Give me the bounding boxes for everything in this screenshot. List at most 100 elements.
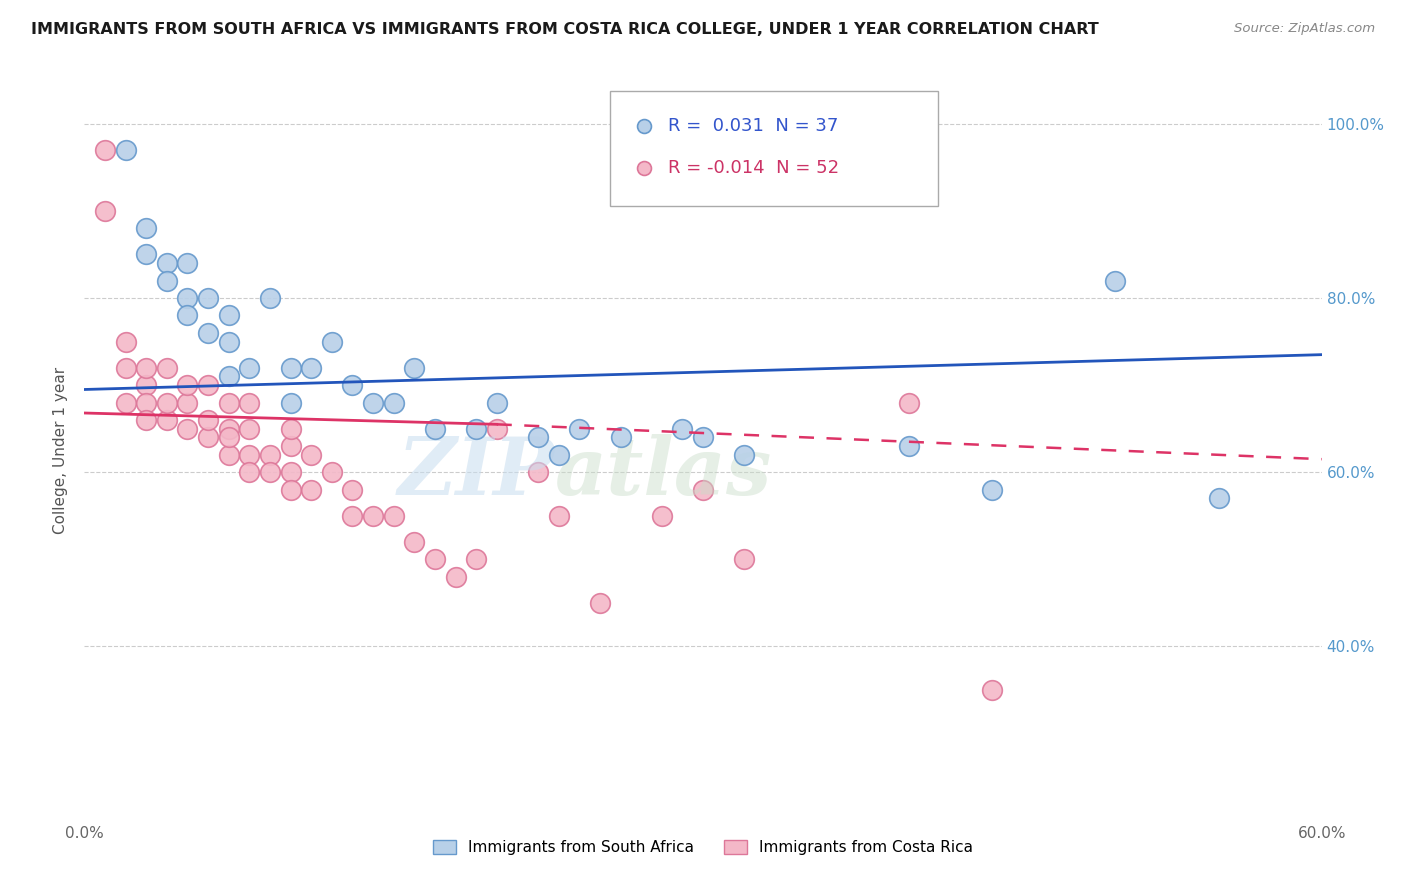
Point — [114, 360, 136, 375]
Point — [280, 465, 302, 479]
Point — [135, 378, 157, 392]
Point — [692, 483, 714, 497]
Point — [444, 570, 467, 584]
Text: atlas: atlas — [554, 434, 772, 511]
Point — [1005, 219, 1028, 234]
Point — [321, 465, 343, 479]
Point — [156, 395, 179, 409]
Point — [197, 430, 219, 444]
Text: R =  0.031  N = 37: R = 0.031 N = 37 — [668, 117, 839, 136]
Point — [259, 465, 281, 479]
Point — [176, 395, 198, 409]
Point — [94, 143, 117, 157]
Point — [547, 508, 569, 523]
FancyBboxPatch shape — [610, 91, 938, 206]
Point — [238, 360, 260, 375]
Text: ZIP: ZIP — [398, 434, 554, 511]
Point — [135, 247, 157, 261]
Point — [218, 395, 240, 409]
Text: IMMIGRANTS FROM SOUTH AFRICA VS IMMIGRANTS FROM COSTA RICA COLLEGE, UNDER 1 YEAR: IMMIGRANTS FROM SOUTH AFRICA VS IMMIGRAN… — [31, 22, 1098, 37]
Point — [114, 395, 136, 409]
Point — [485, 395, 508, 409]
Point — [218, 309, 240, 323]
Point — [176, 378, 198, 392]
Point — [527, 430, 550, 444]
Point — [238, 395, 260, 409]
Point — [404, 535, 426, 549]
Point — [898, 439, 921, 453]
Point — [176, 422, 198, 436]
Point — [1104, 274, 1126, 288]
Point — [94, 203, 117, 218]
Point — [218, 430, 240, 444]
Point — [404, 360, 426, 375]
Point — [135, 360, 157, 375]
Point — [733, 448, 755, 462]
Point — [280, 422, 302, 436]
Point — [197, 413, 219, 427]
Point — [465, 422, 488, 436]
Point — [197, 326, 219, 340]
Point — [197, 291, 219, 305]
Point — [361, 395, 384, 409]
Point — [342, 508, 364, 523]
Point — [280, 483, 302, 497]
Point — [156, 413, 179, 427]
Point — [218, 334, 240, 349]
Point — [238, 465, 260, 479]
Point — [485, 422, 508, 436]
Point — [280, 360, 302, 375]
Point — [651, 508, 673, 523]
Point — [898, 395, 921, 409]
Point — [259, 291, 281, 305]
Point — [135, 395, 157, 409]
Point — [527, 465, 550, 479]
Point — [218, 369, 240, 384]
Point — [692, 430, 714, 444]
Point — [176, 256, 198, 270]
Point — [114, 143, 136, 157]
Point — [382, 395, 405, 409]
Point — [980, 483, 1002, 497]
Point — [197, 378, 219, 392]
Point — [423, 422, 446, 436]
Point — [238, 448, 260, 462]
Point — [321, 334, 343, 349]
Point — [114, 334, 136, 349]
Point — [609, 430, 631, 444]
Point — [218, 422, 240, 436]
Point — [299, 448, 322, 462]
Point — [1005, 170, 1028, 185]
Point — [238, 422, 260, 436]
Point — [342, 483, 364, 497]
Point — [135, 221, 157, 235]
Point — [135, 413, 157, 427]
Point — [299, 483, 322, 497]
Point — [423, 552, 446, 566]
Point — [342, 378, 364, 392]
Point — [733, 552, 755, 566]
Point — [156, 256, 179, 270]
Y-axis label: College, Under 1 year: College, Under 1 year — [53, 367, 69, 534]
Point — [259, 448, 281, 462]
Point — [280, 395, 302, 409]
Point — [671, 422, 693, 436]
Point — [589, 596, 612, 610]
Point — [568, 422, 591, 436]
Point — [299, 360, 322, 375]
Text: Source: ZipAtlas.com: Source: ZipAtlas.com — [1234, 22, 1375, 36]
Point — [361, 508, 384, 523]
Point — [218, 448, 240, 462]
Point — [156, 274, 179, 288]
Point — [382, 508, 405, 523]
Point — [547, 448, 569, 462]
Legend: Immigrants from South Africa, Immigrants from Costa Rica: Immigrants from South Africa, Immigrants… — [426, 834, 980, 861]
Text: R = -0.014  N = 52: R = -0.014 N = 52 — [668, 159, 839, 177]
Point — [1208, 491, 1230, 506]
Point — [280, 439, 302, 453]
Point — [156, 360, 179, 375]
Point — [980, 683, 1002, 698]
Point — [176, 309, 198, 323]
Point — [465, 552, 488, 566]
Point — [176, 291, 198, 305]
